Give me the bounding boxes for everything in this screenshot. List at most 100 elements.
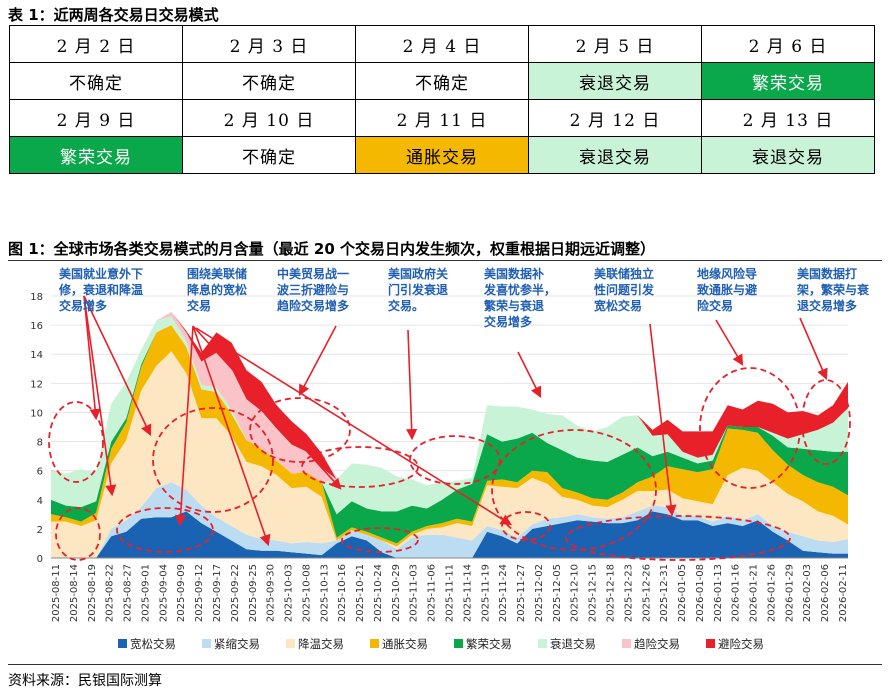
annotation-text: 退交易增多: [797, 298, 857, 313]
y-tick-label: 18: [30, 292, 43, 303]
annotation-arrow: [174, 325, 194, 527]
x-tick-label: 2025-12-23: [623, 564, 634, 622]
legend-swatch: [706, 639, 715, 648]
x-tick-label: 2025-10-21: [355, 564, 366, 622]
area-降温交易: [51, 351, 848, 558]
x-tick-label: 2025-12-10: [570, 564, 581, 622]
x-tick-label: 2025-11-24: [498, 564, 509, 622]
x-tick-label: 2025-10-13: [319, 564, 330, 622]
annotation-text: 发喜忧参半，: [483, 282, 556, 297]
annotation-arrow: [649, 323, 677, 517]
x-tick-label: 2025-08-11: [51, 564, 62, 622]
annotation-arrow: [195, 327, 512, 526]
annotation-text: 繁荣与衰退: [484, 298, 544, 313]
legend-label: 趋险交易: [634, 637, 680, 651]
annotation-arrow: [517, 351, 542, 399]
x-tick-label: 2025-12-31: [659, 564, 670, 622]
annotation-circle: [341, 527, 419, 553]
table-cell: 不确定: [182, 136, 356, 174]
annotation-circle: [699, 367, 801, 489]
x-tick-label: 2026-02-06: [820, 564, 831, 622]
x-tick-label: 2025-11-19: [480, 564, 491, 622]
x-tick-label: 2025-08-14: [69, 564, 80, 622]
legend-label: 通胀交易: [382, 637, 428, 651]
x-tick-label: 2025-09-09: [176, 564, 187, 622]
area-繁荣交易: [51, 325, 848, 544]
legend-swatch: [370, 639, 379, 648]
y-tick-label: 2: [37, 525, 43, 536]
table-title: 表 1：近两周各交易日交易模式: [8, 6, 219, 24]
legend-swatch: [202, 639, 211, 648]
annotation-text: 交易: [187, 298, 211, 313]
annotation-circle: [152, 407, 274, 513]
annotation-arrow: [406, 329, 418, 441]
x-tick-label: 2025-12-05: [552, 564, 563, 622]
annotation-text: 美国数据补: [484, 266, 544, 281]
x-tick-label: 2026-01-08: [695, 564, 706, 622]
x-tick-label: 2025-08-22: [105, 564, 116, 622]
footer-rule: [8, 664, 882, 665]
annotation-circle: [48, 401, 104, 483]
x-tick-label: 2025-10-03: [284, 564, 295, 622]
x-tick-label: 2026-01-29: [784, 564, 795, 622]
annotation-circle: [501, 511, 551, 541]
table-cell: 2 月 3 日: [182, 25, 356, 63]
legend-swatch: [622, 639, 631, 648]
annotation-text: 险交易: [697, 298, 733, 313]
annotation-arrow: [799, 317, 828, 381]
legend-swatch: [538, 639, 547, 648]
legend-label: 降温交易: [298, 637, 344, 651]
legend-swatch: [118, 639, 127, 648]
table-cell: 2 月 6 日: [701, 25, 875, 63]
x-tick-label: 2025-08-27: [123, 564, 134, 622]
x-tick-label: 2025-10-24: [373, 564, 384, 622]
x-tick-label: 2026-02-03: [802, 564, 813, 622]
y-tick-label: 8: [37, 438, 43, 449]
x-tick-label: 2025-09-04: [158, 564, 169, 622]
annotation-text: 趋险交易增多: [277, 298, 349, 313]
legend-label: 紧缩交易: [214, 637, 260, 651]
y-tick-label: 10: [30, 408, 43, 419]
annotation-circle: [801, 379, 851, 465]
y-tick-label: 6: [37, 467, 43, 478]
table-cell: 衰退交易: [701, 136, 875, 174]
annotation-arrow: [83, 295, 117, 497]
legend-label: 繁荣交易: [466, 637, 512, 651]
x-tick-label: 2025-12-18: [605, 564, 616, 622]
annotation-text: 性问题引发: [593, 282, 655, 297]
annotation-arrow: [298, 325, 337, 396]
annotation-arrow: [83, 295, 152, 437]
table-cell: 繁荣交易: [9, 136, 183, 174]
area-宽松交易: [51, 511, 848, 558]
table-cell: 2 月 4 日: [355, 25, 529, 63]
annotation-text: 交易。: [388, 298, 424, 313]
x-tick-label: 2025-09-22: [230, 564, 241, 622]
y-tick-label: 0: [37, 554, 43, 565]
x-tick-label: 2025-12-02: [534, 564, 545, 622]
stacked-area-chart: 0 2 4 6 8 10 12 14 16 18 2025-08-11 2025-08-14 2025-…: [30, 266, 870, 651]
annotation-text: 围绕美联储: [187, 266, 247, 281]
x-tick-label: 2026-01-16: [731, 564, 742, 622]
y-tick-label: 16: [30, 321, 43, 332]
annotation-circle: [55, 507, 101, 561]
chart-areas: [51, 312, 848, 558]
legend-swatch: [286, 639, 295, 648]
x-tick-label: 2025-11-11: [445, 564, 456, 622]
annotation-arrow: [83, 295, 101, 421]
x-tick-label: 2025-09-12: [194, 564, 205, 622]
table-cell: 繁荣交易: [701, 62, 875, 100]
x-tick-label: 2026-01-05: [677, 564, 688, 622]
annotation-text: 美联储独立: [594, 266, 654, 281]
table-cell: 2 月 5 日: [528, 25, 702, 63]
x-tick-label: 2025-11-06: [427, 564, 438, 622]
annotation-text: 中美贸易战一: [277, 266, 349, 281]
table-cell: 2 月 11 日: [355, 99, 529, 137]
annotation-circle: [491, 429, 657, 551]
legend-label: 避险交易: [718, 637, 764, 651]
x-tick-label: 2025-08-19: [87, 564, 98, 622]
annotation-text: 门引发衰退: [388, 282, 448, 297]
x-tick-label: 2025-11-03: [409, 564, 420, 622]
table-cell: 2 月 10 日: [182, 99, 356, 137]
